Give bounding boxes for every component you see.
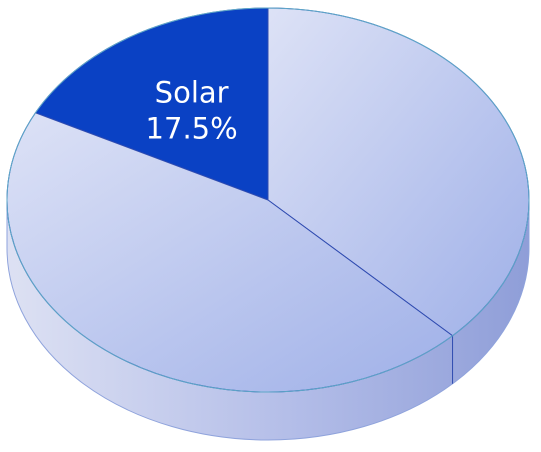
pie-top-rim (6, 7, 530, 393)
slice-label-value: 17.5% (146, 111, 238, 145)
slice-label-name: Solar (155, 75, 229, 109)
pie-slices (6, 7, 530, 393)
